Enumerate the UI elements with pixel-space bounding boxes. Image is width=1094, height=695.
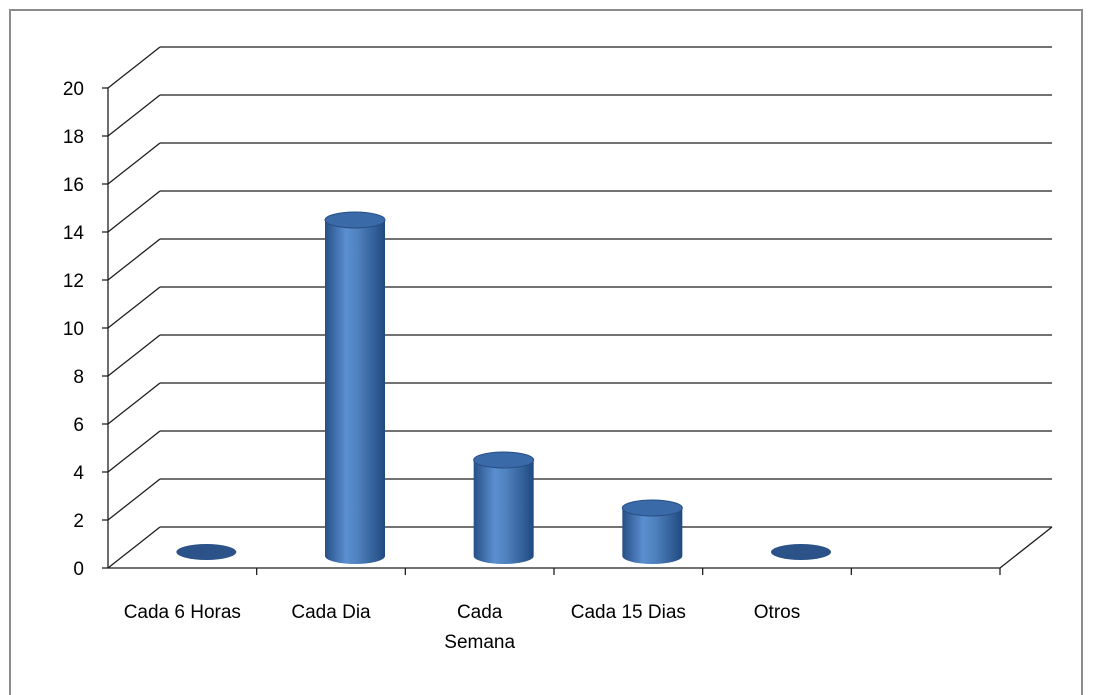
side-gridline: [107, 142, 161, 185]
gridlines: [107, 46, 1052, 569]
y-axis-ticks: 0 2 4 6 8 10 12 14 16 18 20: [63, 79, 108, 580]
x-tick-label: Otros: [754, 602, 800, 623]
side-gridline: [107, 382, 161, 425]
y-tick-label: 8: [73, 367, 84, 388]
bar: [771, 544, 831, 560]
bar-top: [324, 211, 386, 229]
side-gridline: [107, 94, 161, 137]
y-tick-label: 4: [73, 463, 84, 484]
bar: [621, 499, 683, 564]
x-axis-ticks: Cada 6 Horas Cada Dia Cada Semana Cada 15 Di…: [124, 568, 1001, 653]
chart-frame: [9, 9, 1083, 695]
y-tick-label: 16: [63, 175, 84, 196]
y-tick-label: 10: [63, 319, 84, 340]
y-tick-label: 20: [63, 79, 84, 100]
y-tick-label: 12: [63, 271, 84, 292]
bar: [324, 211, 386, 564]
floor-right-edge: [999, 526, 1053, 569]
side-gridline: [107, 334, 161, 377]
side-gridline: [107, 526, 161, 569]
side-gridline: [107, 478, 161, 521]
bar-body: [473, 460, 534, 564]
x-tick-label: Cada Dia: [291, 602, 371, 623]
x-tick-label: Cada 15 Dias: [571, 602, 686, 623]
y-tick-label: 18: [63, 127, 84, 148]
side-gridline: [107, 190, 161, 233]
bar-body: [325, 220, 385, 564]
bar: [176, 544, 237, 560]
side-gridline: [107, 46, 161, 89]
y-tick-label: 14: [63, 223, 85, 244]
side-gridline: [107, 430, 161, 473]
x-tick-label: Cada: [457, 602, 503, 623]
y-tick-label: 2: [73, 511, 84, 532]
side-gridline: [107, 238, 161, 281]
y-tick-label: 0: [73, 559, 84, 580]
bar: [473, 451, 535, 564]
bars: [176, 211, 831, 564]
bar-base: [771, 544, 831, 560]
bar-top: [473, 451, 535, 469]
bar-top: [621, 499, 683, 517]
side-gridline: [107, 286, 161, 329]
x-tick-label: Semana: [444, 632, 515, 653]
y-tick-label: 6: [73, 415, 84, 436]
bar-base: [176, 544, 237, 560]
bar-body: [622, 508, 683, 564]
x-tick-label: Cada 6 Horas: [124, 602, 241, 623]
axes: [107, 88, 1053, 569]
